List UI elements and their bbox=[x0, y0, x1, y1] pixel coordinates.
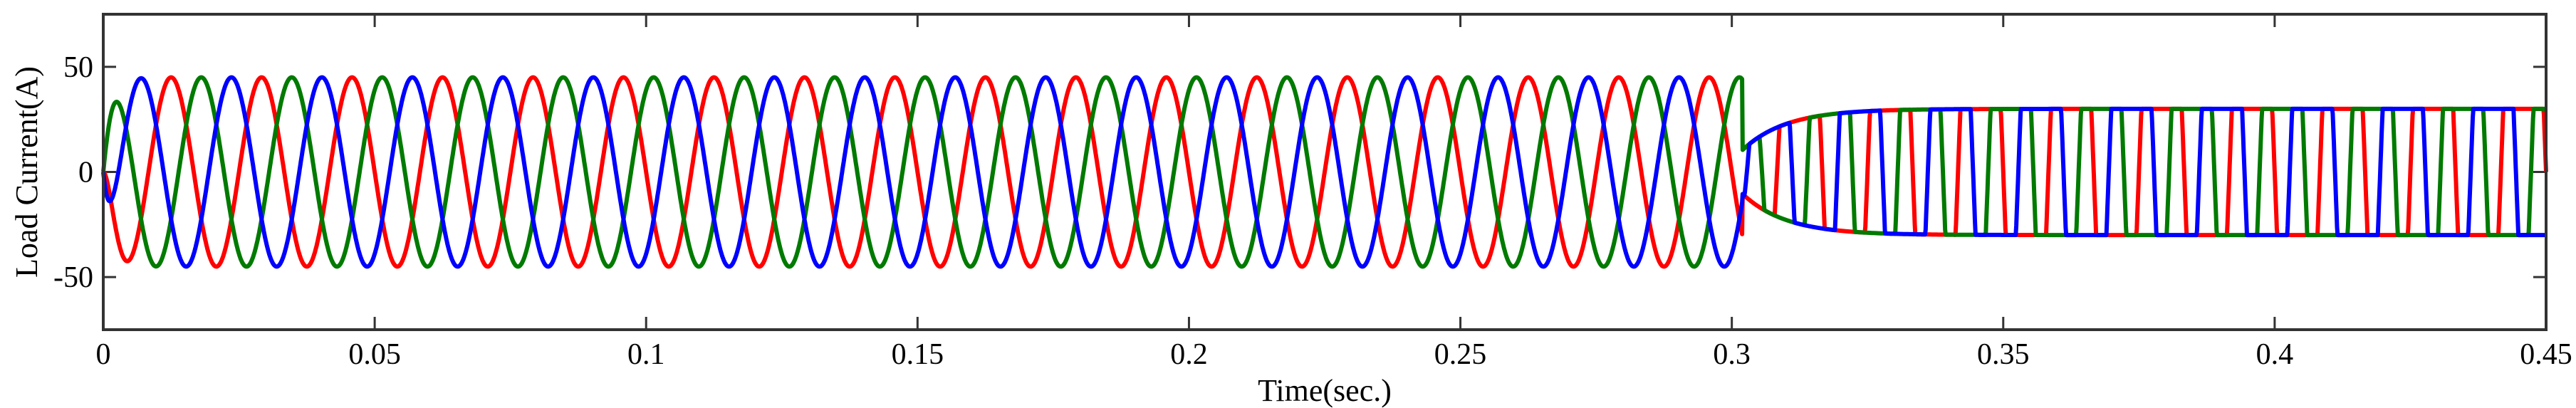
tick-marks bbox=[102, 14, 2548, 330]
plot-frame bbox=[102, 13, 2548, 331]
x-tick-label: 0.4 bbox=[2256, 338, 2294, 371]
x-tick-label: 0.05 bbox=[348, 338, 401, 371]
tick-labels: 0 0.05 0.1 0.15 0.2 0.25 0.3 0.35 0.4 0.45 -50 0 50 bbox=[53, 51, 2572, 371]
series-line bbox=[101, 75, 2548, 269]
series-line bbox=[101, 75, 2548, 269]
x-axis-title: Time(sec.) bbox=[1258, 373, 1392, 408]
y-tick-label: -50 bbox=[53, 261, 93, 294]
x-tick-label: 0.45 bbox=[2520, 338, 2572, 371]
series-line bbox=[101, 75, 2548, 269]
y-tick-label: 50 bbox=[63, 51, 93, 84]
x-tick-label: 0.25 bbox=[1434, 338, 1487, 371]
x-tick-label: 0.15 bbox=[892, 338, 944, 371]
x-tick-label: 0.3 bbox=[1713, 338, 1751, 371]
x-tick-label: 0 bbox=[96, 338, 111, 371]
series-lines bbox=[101, 75, 2548, 269]
y-tick-label: 0 bbox=[78, 157, 93, 189]
y-axis-title: Load Current(A) bbox=[9, 66, 44, 278]
x-tick-label: 0.1 bbox=[627, 338, 665, 371]
x-tick-label: 0.35 bbox=[1977, 338, 2030, 371]
x-tick-label: 0.2 bbox=[1170, 338, 1208, 371]
